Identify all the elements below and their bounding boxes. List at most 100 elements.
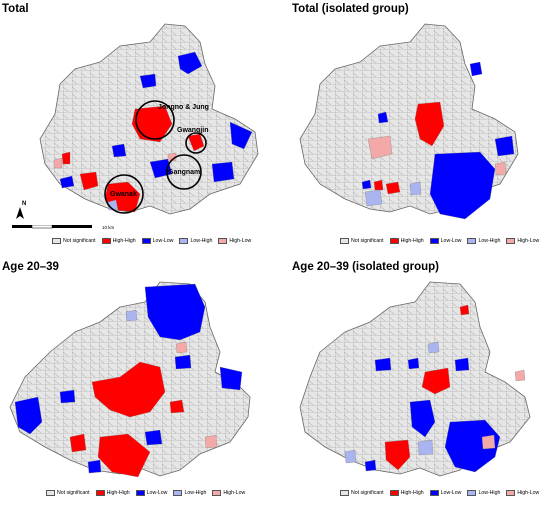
high-high-region xyxy=(373,179,384,191)
legend-item: Low-High xyxy=(179,238,212,244)
legend-swatch xyxy=(429,490,439,496)
legend-item: Low-High xyxy=(467,490,500,496)
low-low-region xyxy=(469,61,483,77)
legend-swatch xyxy=(429,238,439,244)
high-high-region xyxy=(91,361,166,418)
legend: Not significant High-High Low-Low Low-Hi… xyxy=(340,238,539,244)
low-low-region xyxy=(111,143,127,158)
high-high-region xyxy=(169,399,185,414)
legend-swatch xyxy=(467,490,477,496)
panel-title: Age 20–39 xyxy=(2,261,59,273)
legend-swatch xyxy=(46,490,55,496)
high-low-region xyxy=(53,157,63,169)
low-low-region xyxy=(409,399,436,438)
map-total: Jongno & Jung Gwangjin Gangnam Gwanak N xyxy=(16,23,259,219)
legend-swatch xyxy=(179,238,189,244)
legend: Not significant High-High Low-Low Low-Hi… xyxy=(52,238,251,244)
legend: Not significant High-High Low-Low Low-Hi… xyxy=(340,490,539,496)
high-high-region xyxy=(414,101,445,147)
legend-item: Not significant xyxy=(340,490,384,496)
legend-swatch xyxy=(340,490,349,496)
legend-item: High-High xyxy=(95,490,130,496)
map-total-isolated xyxy=(299,23,519,220)
legend-swatch xyxy=(506,490,516,496)
legend-item: Not significant xyxy=(52,238,96,244)
low-low-region xyxy=(219,366,243,391)
legend-item: High-High xyxy=(101,238,136,244)
cluster-circle-gangnam xyxy=(166,154,202,190)
low-high-region xyxy=(344,449,357,464)
high-high-region xyxy=(421,367,451,395)
legend-item: High-Low xyxy=(506,238,539,244)
low-low-region xyxy=(374,357,392,372)
legend-item: High-Low xyxy=(212,490,245,496)
low-low-region xyxy=(14,396,43,435)
high-high-region xyxy=(459,304,470,316)
low-low-region xyxy=(59,175,75,189)
legend-item: High-High xyxy=(389,490,424,496)
low-low-region xyxy=(494,135,515,157)
high-low-region xyxy=(481,434,496,450)
low-low-region xyxy=(174,354,192,370)
legend-item: Low-Low xyxy=(141,238,173,244)
label-jongno: Jongno & Jung xyxy=(158,104,209,111)
low-low-region xyxy=(444,419,501,473)
svg-text:10 km: 10 km xyxy=(102,225,115,230)
low-high-region xyxy=(409,181,422,196)
high-high-region xyxy=(385,181,401,195)
cluster-circle-jongno xyxy=(135,100,175,140)
legend-swatch xyxy=(52,238,61,244)
legend-item: High-High xyxy=(389,238,424,244)
low-low-region xyxy=(361,179,372,190)
panel-age-20-39: Age 20–39 Not significant High-High Low-… xyxy=(0,258,270,508)
high-high-region xyxy=(61,151,71,165)
low-low-region xyxy=(211,161,235,183)
low-low-region xyxy=(144,429,163,446)
north-arrow-icon: N xyxy=(16,201,26,219)
low-high-region xyxy=(125,309,138,322)
panel-title: Age 20–39 (isolated group) xyxy=(292,261,439,273)
low-low-region xyxy=(177,51,203,75)
low-low-region xyxy=(407,357,420,370)
legend-swatch xyxy=(173,490,183,496)
legend-swatch xyxy=(467,238,477,244)
legend-swatch xyxy=(141,238,151,244)
low-low-region xyxy=(144,283,206,341)
low-high-region xyxy=(364,189,383,207)
legend-swatch xyxy=(506,238,516,244)
low-low-region xyxy=(429,151,496,220)
svg-text:N: N xyxy=(22,201,26,207)
legend-item: Not significant xyxy=(340,238,384,244)
low-high-region xyxy=(427,341,440,354)
low-low-region xyxy=(87,459,102,474)
low-low-region xyxy=(229,121,253,150)
legend-swatch xyxy=(212,490,222,496)
high-high-region xyxy=(384,439,411,471)
map-age-20-39-isolated xyxy=(299,281,531,477)
high-low-region xyxy=(175,341,188,354)
legend-swatch xyxy=(95,490,105,496)
high-high-region xyxy=(97,433,151,478)
legend-item: High-Low xyxy=(506,490,539,496)
high-low-region xyxy=(204,434,218,449)
legend: Not significant High-High Low-Low Low-Hi… xyxy=(46,490,245,496)
panel-total-isolated: Total (isolated group) Not significant H… xyxy=(290,0,550,250)
high-low-region xyxy=(367,135,393,160)
legend-item: Low-High xyxy=(467,238,500,244)
high-low-region xyxy=(494,161,507,176)
low-high-region xyxy=(417,439,434,456)
legend-swatch xyxy=(340,238,349,244)
low-low-region xyxy=(454,357,470,372)
legend-swatch xyxy=(135,490,145,496)
low-low-region xyxy=(139,73,157,89)
legend-swatch xyxy=(101,238,111,244)
high-high-region xyxy=(79,171,99,191)
panel-age-20-39-isolated: Age 20–39 (isolated group) Not significa… xyxy=(290,258,550,508)
legend-item: Low-Low xyxy=(429,238,461,244)
panel-title: Total xyxy=(2,3,29,15)
legend-swatch xyxy=(389,490,399,496)
cluster-circle-gwanak xyxy=(104,174,144,214)
low-low-region xyxy=(59,389,76,404)
legend-item: Low-High xyxy=(173,490,206,496)
legend-item: Low-Low xyxy=(135,490,167,496)
